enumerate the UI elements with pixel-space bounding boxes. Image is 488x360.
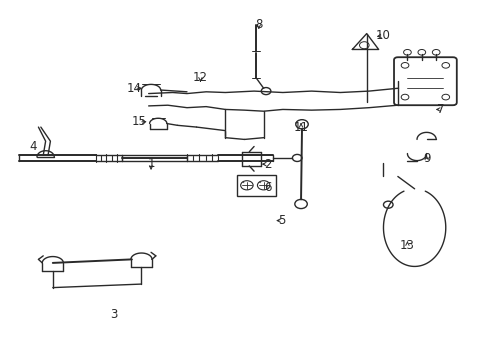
Text: 1: 1 bbox=[147, 157, 155, 170]
Text: 15: 15 bbox=[131, 115, 146, 128]
Text: 3: 3 bbox=[110, 307, 118, 320]
Text: 5: 5 bbox=[278, 214, 285, 227]
Text: 4: 4 bbox=[29, 140, 37, 153]
Text: 14: 14 bbox=[126, 82, 142, 95]
Bar bbox=[237, 175, 275, 196]
Text: 10: 10 bbox=[375, 29, 390, 42]
FancyBboxPatch shape bbox=[393, 57, 456, 105]
Text: 12: 12 bbox=[193, 71, 207, 84]
Text: 8: 8 bbox=[255, 18, 262, 31]
Text: 2: 2 bbox=[263, 158, 271, 171]
Text: 9: 9 bbox=[422, 152, 429, 165]
Text: 11: 11 bbox=[293, 121, 308, 134]
Text: 7: 7 bbox=[436, 103, 444, 116]
Text: 6: 6 bbox=[263, 181, 271, 194]
Text: 13: 13 bbox=[399, 239, 414, 252]
